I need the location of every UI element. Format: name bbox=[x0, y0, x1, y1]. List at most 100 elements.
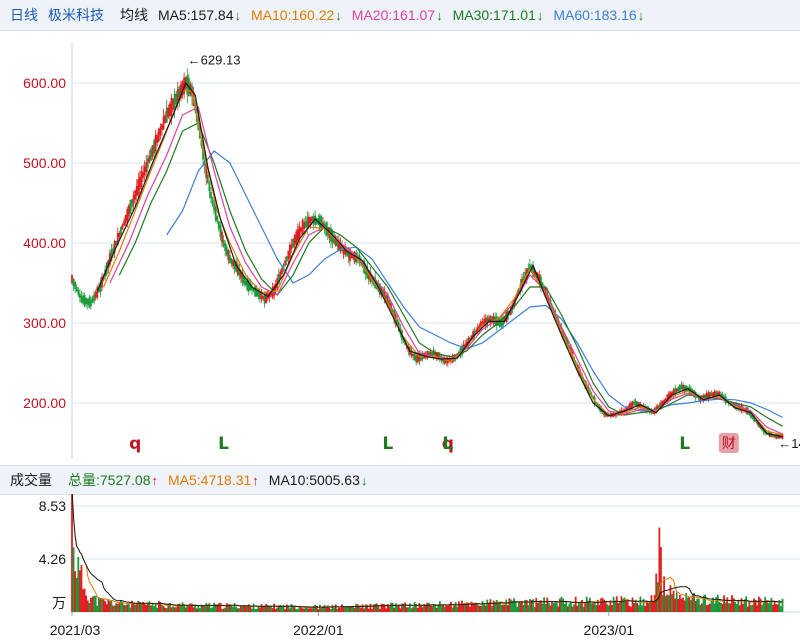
volume-bar bbox=[378, 608, 381, 612]
volume-bar bbox=[129, 607, 132, 612]
volume-bar bbox=[541, 603, 544, 612]
volume-bar bbox=[661, 594, 664, 612]
volume-chart[interactable]: 8.53 4.26 万 2021/03 2022/01 2023/01 bbox=[0, 494, 800, 643]
volume-bar bbox=[511, 600, 514, 612]
volume-bar bbox=[669, 585, 672, 612]
candle-body bbox=[683, 385, 686, 392]
volume-bar bbox=[224, 607, 227, 612]
volume-bar bbox=[672, 590, 675, 612]
volume-bar bbox=[424, 604, 427, 612]
volume-bar bbox=[734, 601, 737, 612]
candle-body bbox=[138, 176, 141, 190]
volume-bar bbox=[762, 602, 765, 612]
volume-bar bbox=[72, 547, 75, 612]
candle-body bbox=[337, 239, 340, 251]
volume-bar bbox=[653, 595, 656, 612]
volume-bar bbox=[500, 604, 503, 612]
candle-body bbox=[249, 283, 252, 291]
volume-bar bbox=[88, 602, 91, 612]
volume-bar bbox=[420, 605, 422, 612]
volume-bar bbox=[617, 603, 620, 612]
candle-body bbox=[671, 391, 673, 396]
volume-bar bbox=[260, 604, 263, 612]
volume-bar bbox=[475, 603, 478, 612]
period-label[interactable]: 日线 bbox=[10, 7, 38, 23]
candle-body bbox=[721, 394, 724, 399]
candle-body bbox=[230, 257, 233, 265]
volume-bar bbox=[258, 607, 261, 612]
candle-body bbox=[636, 401, 639, 408]
volume-bar bbox=[505, 599, 508, 612]
volume-bar bbox=[644, 605, 647, 612]
volume-bar bbox=[603, 599, 606, 612]
x-tick-label: 2022/01 bbox=[293, 622, 344, 638]
candle-body bbox=[110, 249, 113, 261]
price-chart[interactable]: 600.00 500.00 400.00 300.00 200.00 ←629.13 ←14… bbox=[0, 31, 800, 465]
ma20-legend: MA20:161.07 ↓ bbox=[352, 7, 443, 23]
volume-bar bbox=[243, 605, 246, 612]
volume-bar bbox=[780, 606, 782, 612]
candle-body bbox=[410, 350, 413, 356]
volume-bar bbox=[391, 602, 394, 612]
volume-bar bbox=[241, 606, 244, 612]
volume-bar bbox=[680, 598, 683, 612]
volume-bar bbox=[311, 608, 313, 612]
volume-bar bbox=[412, 607, 414, 612]
candle-body bbox=[675, 388, 678, 392]
volume-bar bbox=[142, 601, 144, 612]
candle-body bbox=[380, 286, 383, 296]
volume-bar bbox=[225, 603, 228, 612]
volume-bar bbox=[172, 606, 174, 612]
volume-bar bbox=[216, 605, 219, 612]
volume-bar bbox=[159, 601, 162, 612]
volume-bar bbox=[116, 604, 119, 612]
volume-bar bbox=[538, 601, 541, 612]
volume-bar bbox=[693, 593, 696, 612]
volume-bar bbox=[317, 609, 320, 612]
volume-bar bbox=[674, 598, 677, 612]
vol-ma5-arrow-icon: ↑ bbox=[252, 472, 259, 488]
candle-body bbox=[127, 205, 130, 217]
candle-body bbox=[705, 393, 708, 400]
candle-body bbox=[437, 352, 440, 360]
candle-body bbox=[465, 341, 468, 347]
candle-body bbox=[604, 413, 607, 417]
volume-bar bbox=[636, 603, 639, 612]
candle-body bbox=[390, 303, 392, 311]
volume-bar bbox=[301, 608, 304, 612]
volume-bar bbox=[745, 596, 748, 612]
candle-body bbox=[99, 282, 102, 292]
volume-bar bbox=[421, 607, 424, 612]
volume-bar bbox=[701, 603, 703, 612]
ma-label[interactable]: 均线 bbox=[120, 7, 148, 23]
volume-bar bbox=[445, 604, 448, 612]
volume-bar bbox=[446, 605, 449, 612]
candle-body bbox=[219, 224, 222, 238]
volume-bar bbox=[467, 603, 470, 612]
vol-ma5-value: MA5:4718.31 bbox=[168, 472, 252, 488]
volume-bar bbox=[348, 606, 351, 612]
volume-bar bbox=[312, 606, 315, 612]
volume-bar bbox=[140, 603, 143, 612]
ma5-legend: MA5:157.84 ↓ bbox=[158, 7, 241, 23]
candle-body bbox=[143, 166, 146, 176]
volume-bar bbox=[394, 603, 397, 612]
volume-bar bbox=[85, 595, 88, 612]
candle-body bbox=[254, 285, 257, 297]
volume-bar bbox=[251, 608, 253, 612]
candle-body bbox=[666, 394, 669, 402]
volume-bar bbox=[208, 603, 211, 612]
vol-total-value: 总量:7527.08 bbox=[68, 472, 151, 488]
finance-badge bbox=[718, 433, 739, 453]
volume-bar bbox=[525, 600, 528, 612]
volume-bar bbox=[540, 600, 542, 612]
volume-bar bbox=[457, 601, 460, 612]
volume-bar bbox=[358, 605, 361, 612]
candle-body bbox=[391, 309, 394, 313]
candle-body bbox=[162, 116, 165, 130]
candle-body bbox=[678, 385, 681, 391]
candle-body bbox=[247, 280, 250, 292]
volume-bar bbox=[366, 604, 369, 612]
candle-body bbox=[603, 410, 606, 416]
volume-bar bbox=[369, 603, 372, 612]
